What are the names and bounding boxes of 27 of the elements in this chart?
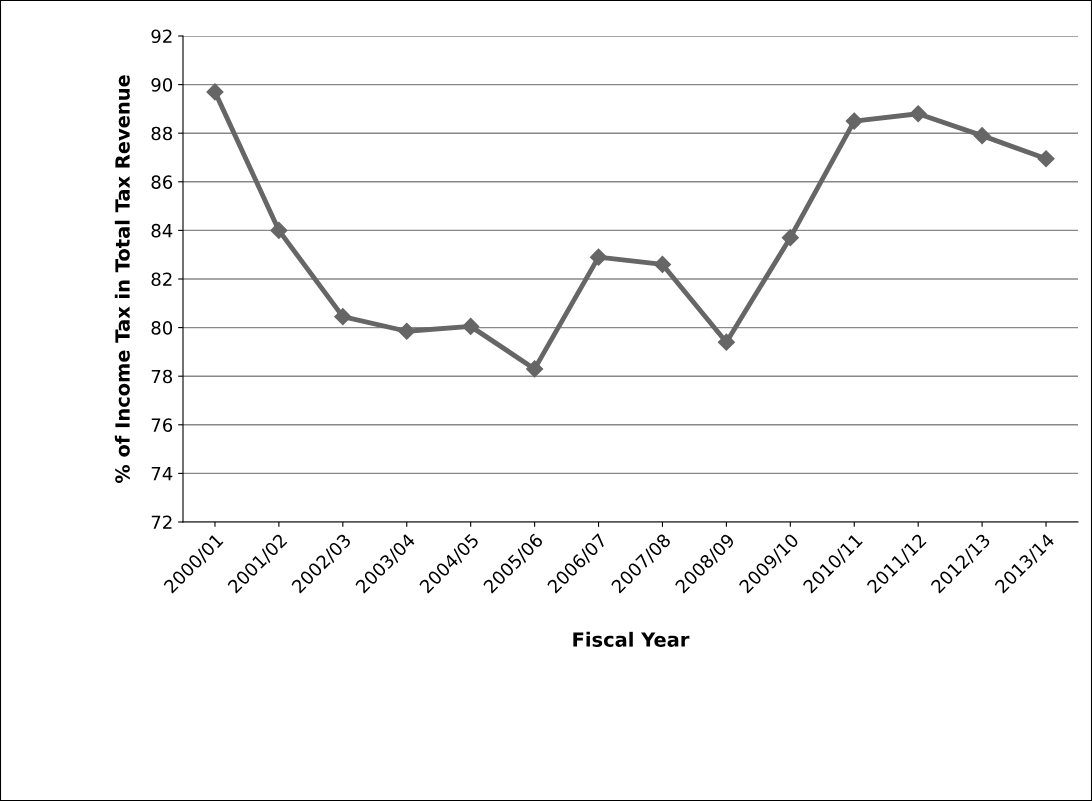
point: [653, 255, 672, 273]
point: [973, 127, 991, 145]
y-tick-label: 90: [151, 78, 173, 92]
point: [206, 83, 224, 101]
point: [781, 229, 799, 247]
point: [1037, 150, 1055, 168]
y-tick-label: 82: [151, 272, 172, 287]
point: [909, 105, 927, 123]
point: [270, 221, 288, 239]
y-tick-label: 88: [151, 126, 173, 141]
point: [717, 333, 735, 351]
y-tick-label: 86: [151, 175, 173, 189]
point: [462, 317, 480, 335]
x-axis-title: Fiscal Year: [573, 631, 690, 647]
point: [334, 308, 352, 326]
y-tick-label: 74: [151, 467, 173, 481]
y-tick-label: 80: [151, 321, 173, 335]
y-axis-title: % of Income Tax in Total Tax Revenue: [114, 75, 130, 484]
point: [845, 112, 863, 130]
y-tick-label: 78: [151, 369, 173, 384]
y-tick-label: 76: [151, 418, 173, 432]
point: [526, 360, 544, 378]
point: [398, 322, 416, 340]
point: [589, 248, 608, 266]
y-tick-label: 92: [151, 29, 172, 44]
y-tick-label: 84: [151, 223, 173, 238]
y-tick-label: 72: [151, 515, 172, 529]
